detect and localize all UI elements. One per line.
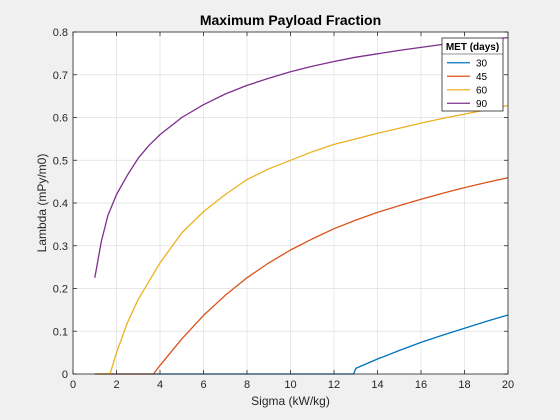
legend-entry-30: 30 [476,58,488,69]
x-tick-label: 6 [200,379,206,391]
y-tick-label: 0.5 [53,155,68,167]
x-tick-label: 4 [157,379,163,391]
legend: MET (days) 30 45 60 90 [441,37,504,112]
y-axis-label: Lambda (mPy/m0) [35,154,49,253]
y-tick-label: 0.8 [53,27,68,39]
legend-box [441,37,504,112]
series-line-60 [94,104,509,375]
x-tick-label: 18 [458,379,470,391]
legend-title: MET (days) [446,42,499,53]
y-tick-label: 0.1 [53,326,68,338]
x-tick-label: 12 [328,379,340,391]
chart-title: Maximum Payload Fraction [200,12,381,28]
y-tick-label: 0.3 [53,241,68,253]
x-tick-label: 8 [244,379,250,391]
series-line-45 [94,177,509,375]
legend-entry-45: 45 [476,72,488,83]
series-line-90 [94,36,509,278]
x-axis-label: Sigma (kW/kg) [251,394,330,408]
x-tick-label: 16 [415,379,427,391]
legend-entry-90: 90 [476,99,488,110]
y-tick-label: 0.6 [53,113,68,125]
x-tick-label: 10 [284,379,296,391]
x-tick-label: 2 [113,379,119,391]
axis-ticks: 0 2 4 6 8 10 12 14 16 18 20 0 0.1 0.2 0.3 0.4 0.5 0.6 0.7 0… [53,27,514,391]
x-tick-label: 20 [502,379,514,391]
y-tick-label: 0.2 [53,284,68,296]
y-tick-label: 0.7 [53,70,68,82]
x-tick-label: 0 [70,379,76,391]
x-tick-label: 14 [371,379,383,391]
y-tick-label: 0 [62,369,68,381]
legend-entry-60: 60 [476,85,488,96]
y-tick-label: 0.4 [53,198,68,210]
